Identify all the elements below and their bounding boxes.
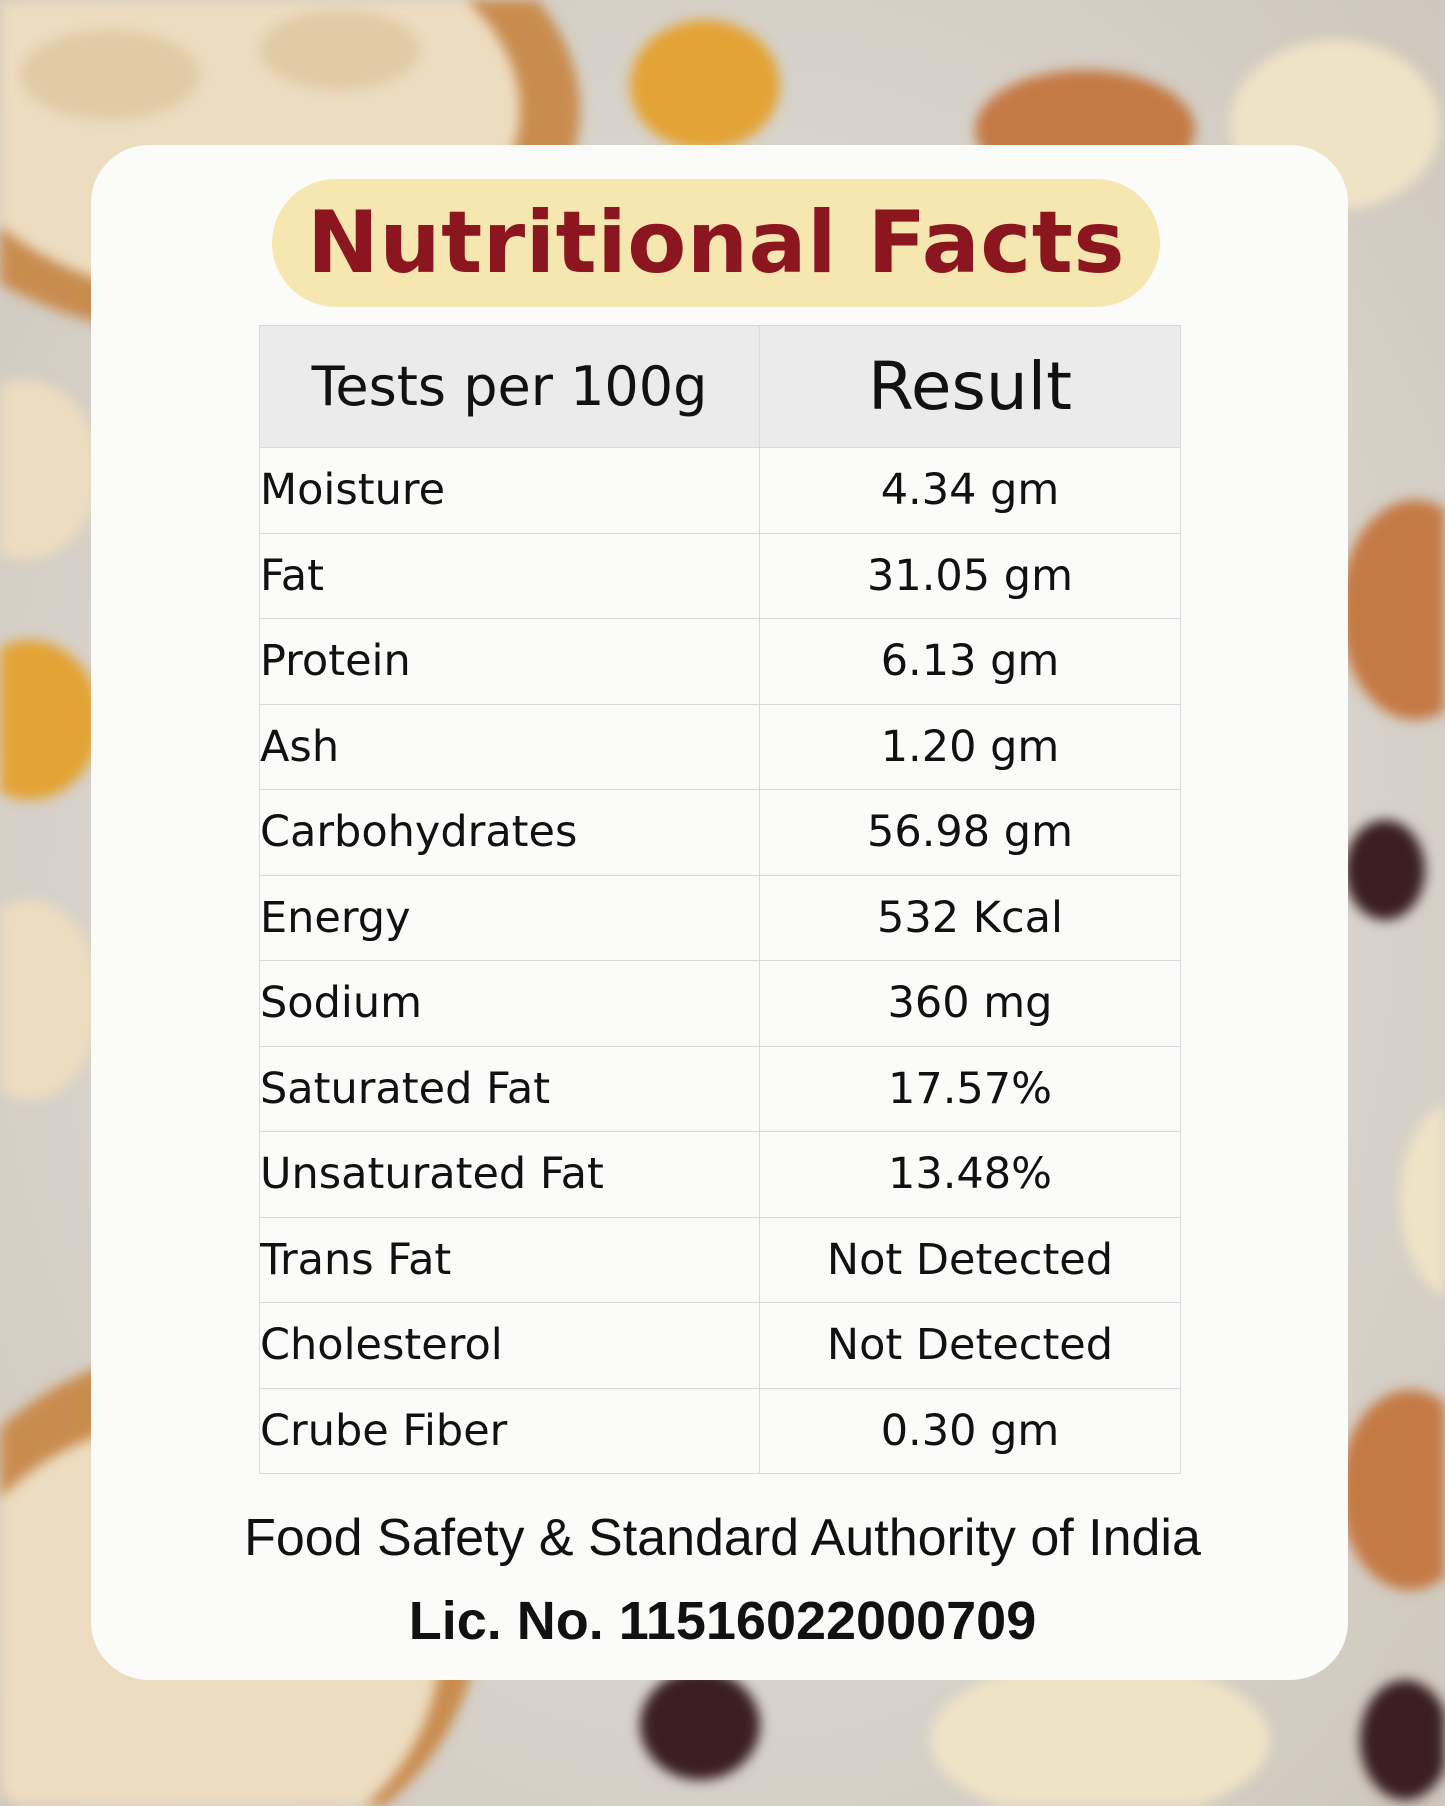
test-result: 1.20 gm [759, 703, 1181, 790]
column-header-tests: Tests per 100g [259, 325, 760, 448]
test-result: 0.30 gm [759, 1387, 1181, 1474]
test-name: Moisture [259, 447, 760, 534]
license-number: Lic. No. 11516022000709 [408, 1591, 1037, 1651]
authority-text: Food Safety & Standard Authority of Indi… [244, 1509, 1201, 1567]
column-header-result: Result [759, 325, 1181, 448]
table-row: Sodium 360 mg [259, 960, 1181, 1047]
table-row: Energy 532 Kcal [259, 874, 1181, 961]
nutrition-table: Tests per 100g Result Moisture 4.34 gm Fa… [259, 325, 1181, 1474]
title-banner: Nutritional Facts [272, 179, 1160, 307]
table-row: Trans Fat Not Detected [259, 1216, 1181, 1303]
test-name: Trans Fat [259, 1216, 760, 1303]
test-result: Not Detected [759, 1216, 1181, 1303]
test-name: Ash [259, 703, 760, 790]
test-name: Fat [259, 532, 760, 619]
test-name: Energy [259, 874, 760, 961]
table-row: Cholesterol Not Detected [259, 1302, 1181, 1389]
table-row: Carbohydrates 56.98 gm [259, 789, 1181, 876]
test-result: 360 mg [759, 960, 1181, 1047]
test-name: Crube Fiber [259, 1387, 760, 1474]
table-header-row: Tests per 100g Result [259, 325, 1181, 448]
test-result: 56.98 gm [759, 789, 1181, 876]
test-result: 17.57% [759, 1045, 1181, 1132]
test-result: 4.34 gm [759, 447, 1181, 534]
table-row: Protein 6.13 gm [259, 618, 1181, 705]
table-row: Crube Fiber 0.30 gm [259, 1387, 1181, 1474]
test-name: Saturated Fat [259, 1045, 760, 1132]
test-name: Sodium [259, 960, 760, 1047]
table-row: Saturated Fat 17.57% [259, 1045, 1181, 1132]
test-result: 532 Kcal [759, 874, 1181, 961]
test-result: 6.13 gm [759, 618, 1181, 705]
test-name: Protein [259, 618, 760, 705]
test-result: Not Detected [759, 1302, 1181, 1389]
page-title: Nutritional Facts [306, 193, 1126, 293]
test-name: Carbohydrates [259, 789, 760, 876]
test-result: 13.48% [759, 1131, 1181, 1218]
table-row: Fat 31.05 gm [259, 532, 1181, 619]
table-row: Ash 1.20 gm [259, 703, 1181, 790]
table-row: Unsaturated Fat 13.48% [259, 1131, 1181, 1218]
test-name: Cholesterol [259, 1302, 760, 1389]
test-name: Unsaturated Fat [259, 1131, 760, 1218]
test-result: 31.05 gm [759, 532, 1181, 619]
table-row: Moisture 4.34 gm [259, 447, 1181, 534]
